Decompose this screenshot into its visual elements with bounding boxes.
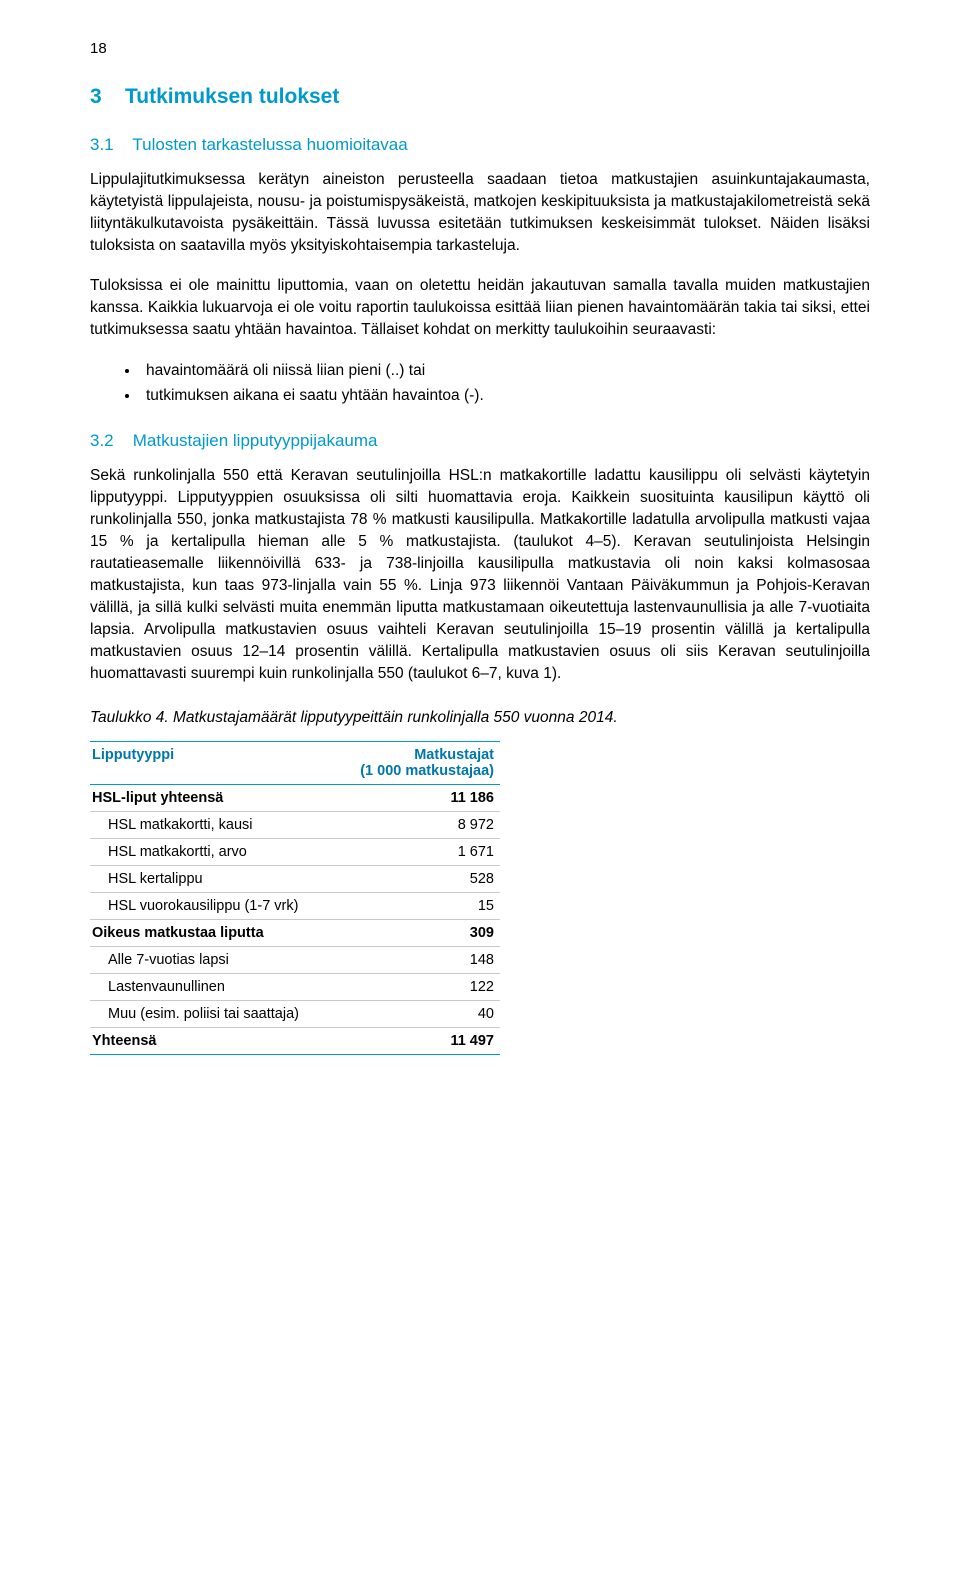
table-cell-value: 15 [337, 892, 500, 919]
table-cell-label: Alle 7-vuotias lapsi [90, 946, 337, 973]
table-cell-value: 1 671 [337, 838, 500, 865]
table-cell-label: HSL matkakortti, arvo [90, 838, 337, 865]
table-cell-label: Oikeus matkustaa liputta [90, 919, 337, 946]
table-cell-value: 309 [337, 919, 500, 946]
table4: Lipputyyppi Matkustajat (1 000 matkustaj… [90, 741, 500, 1055]
bullet-1: havaintomäärä oli niissä liian pieni (..… [140, 359, 870, 384]
page-number: 18 [90, 40, 870, 57]
table-row: HSL vuorokausilippu (1-7 vrk)15 [90, 892, 500, 919]
table-cell-label: HSL kertalippu [90, 865, 337, 892]
table-cell-value: 40 [337, 1000, 500, 1027]
heading-31-num: 3.1 [90, 135, 128, 155]
table-row: Lastenvaunullinen122 [90, 973, 500, 1000]
table-cell-label: HSL vuorokausilippu (1-7 vrk) [90, 892, 337, 919]
table-row: Alle 7-vuotias lapsi148 [90, 946, 500, 973]
table-cell-label: Lastenvaunullinen [90, 973, 337, 1000]
table-cell-label: Muu (esim. poliisi tai saattaja) [90, 1000, 337, 1027]
section31-p1: Lippulajitutkimuksessa kerätyn aineiston… [90, 169, 870, 257]
bullet-2: tutkimuksen aikana ei saatu yhtään havai… [140, 384, 870, 409]
table-row: Yhteensä11 497 [90, 1027, 500, 1054]
heading-32-num: 3.2 [90, 431, 128, 451]
heading-31: 3.1 Tulosten tarkastelussa huomioitavaa [90, 135, 870, 155]
table-cell-label: HSL-liput yhteensä [90, 784, 337, 811]
table-cell-label: Yhteensä [90, 1027, 337, 1054]
table-cell-value: 148 [337, 946, 500, 973]
table-row: HSL kertalippu528 [90, 865, 500, 892]
heading-1-text: Tutkimuksen tulokset [125, 85, 339, 108]
table-row: HSL matkakortti, arvo1 671 [90, 838, 500, 865]
table4-caption: Taulukko 4. Matkustajamäärät lipputyypei… [90, 709, 870, 727]
heading-1: 3 Tutkimuksen tulokset [90, 85, 870, 109]
table-row: Oikeus matkustaa liputta309 [90, 919, 500, 946]
section32-p1: Sekä runkolinjalla 550 että Keravan seut… [90, 465, 870, 685]
table4-col2: Matkustajat (1 000 matkustajaa) [337, 741, 500, 784]
table-cell-value: 8 972 [337, 811, 500, 838]
table-row: HSL-liput yhteensä11 186 [90, 784, 500, 811]
table4-col1: Lipputyyppi [90, 741, 337, 784]
table-cell-label: HSL matkakortti, kausi [90, 811, 337, 838]
heading-31-text: Tulosten tarkastelussa huomioitavaa [132, 135, 407, 154]
table-cell-value: 122 [337, 973, 500, 1000]
table-cell-value: 11 186 [337, 784, 500, 811]
heading-1-num: 3 [90, 85, 102, 108]
table-row: Muu (esim. poliisi tai saattaja)40 [90, 1000, 500, 1027]
section31-bullets: havaintomäärä oli niissä liian pieni (..… [90, 359, 870, 409]
table4-col2-line2: (1 000 matkustajaa) [360, 763, 494, 779]
table4-col2-line1: Matkustajat [414, 747, 494, 763]
section31-p2: Tuloksissa ei ole mainittu liputtomia, v… [90, 275, 870, 341]
table-cell-value: 11 497 [337, 1027, 500, 1054]
table-cell-value: 528 [337, 865, 500, 892]
table-row: HSL matkakortti, kausi8 972 [90, 811, 500, 838]
heading-32: 3.2 Matkustajien lipputyyppijakauma [90, 431, 870, 451]
heading-32-text: Matkustajien lipputyyppijakauma [133, 431, 378, 450]
